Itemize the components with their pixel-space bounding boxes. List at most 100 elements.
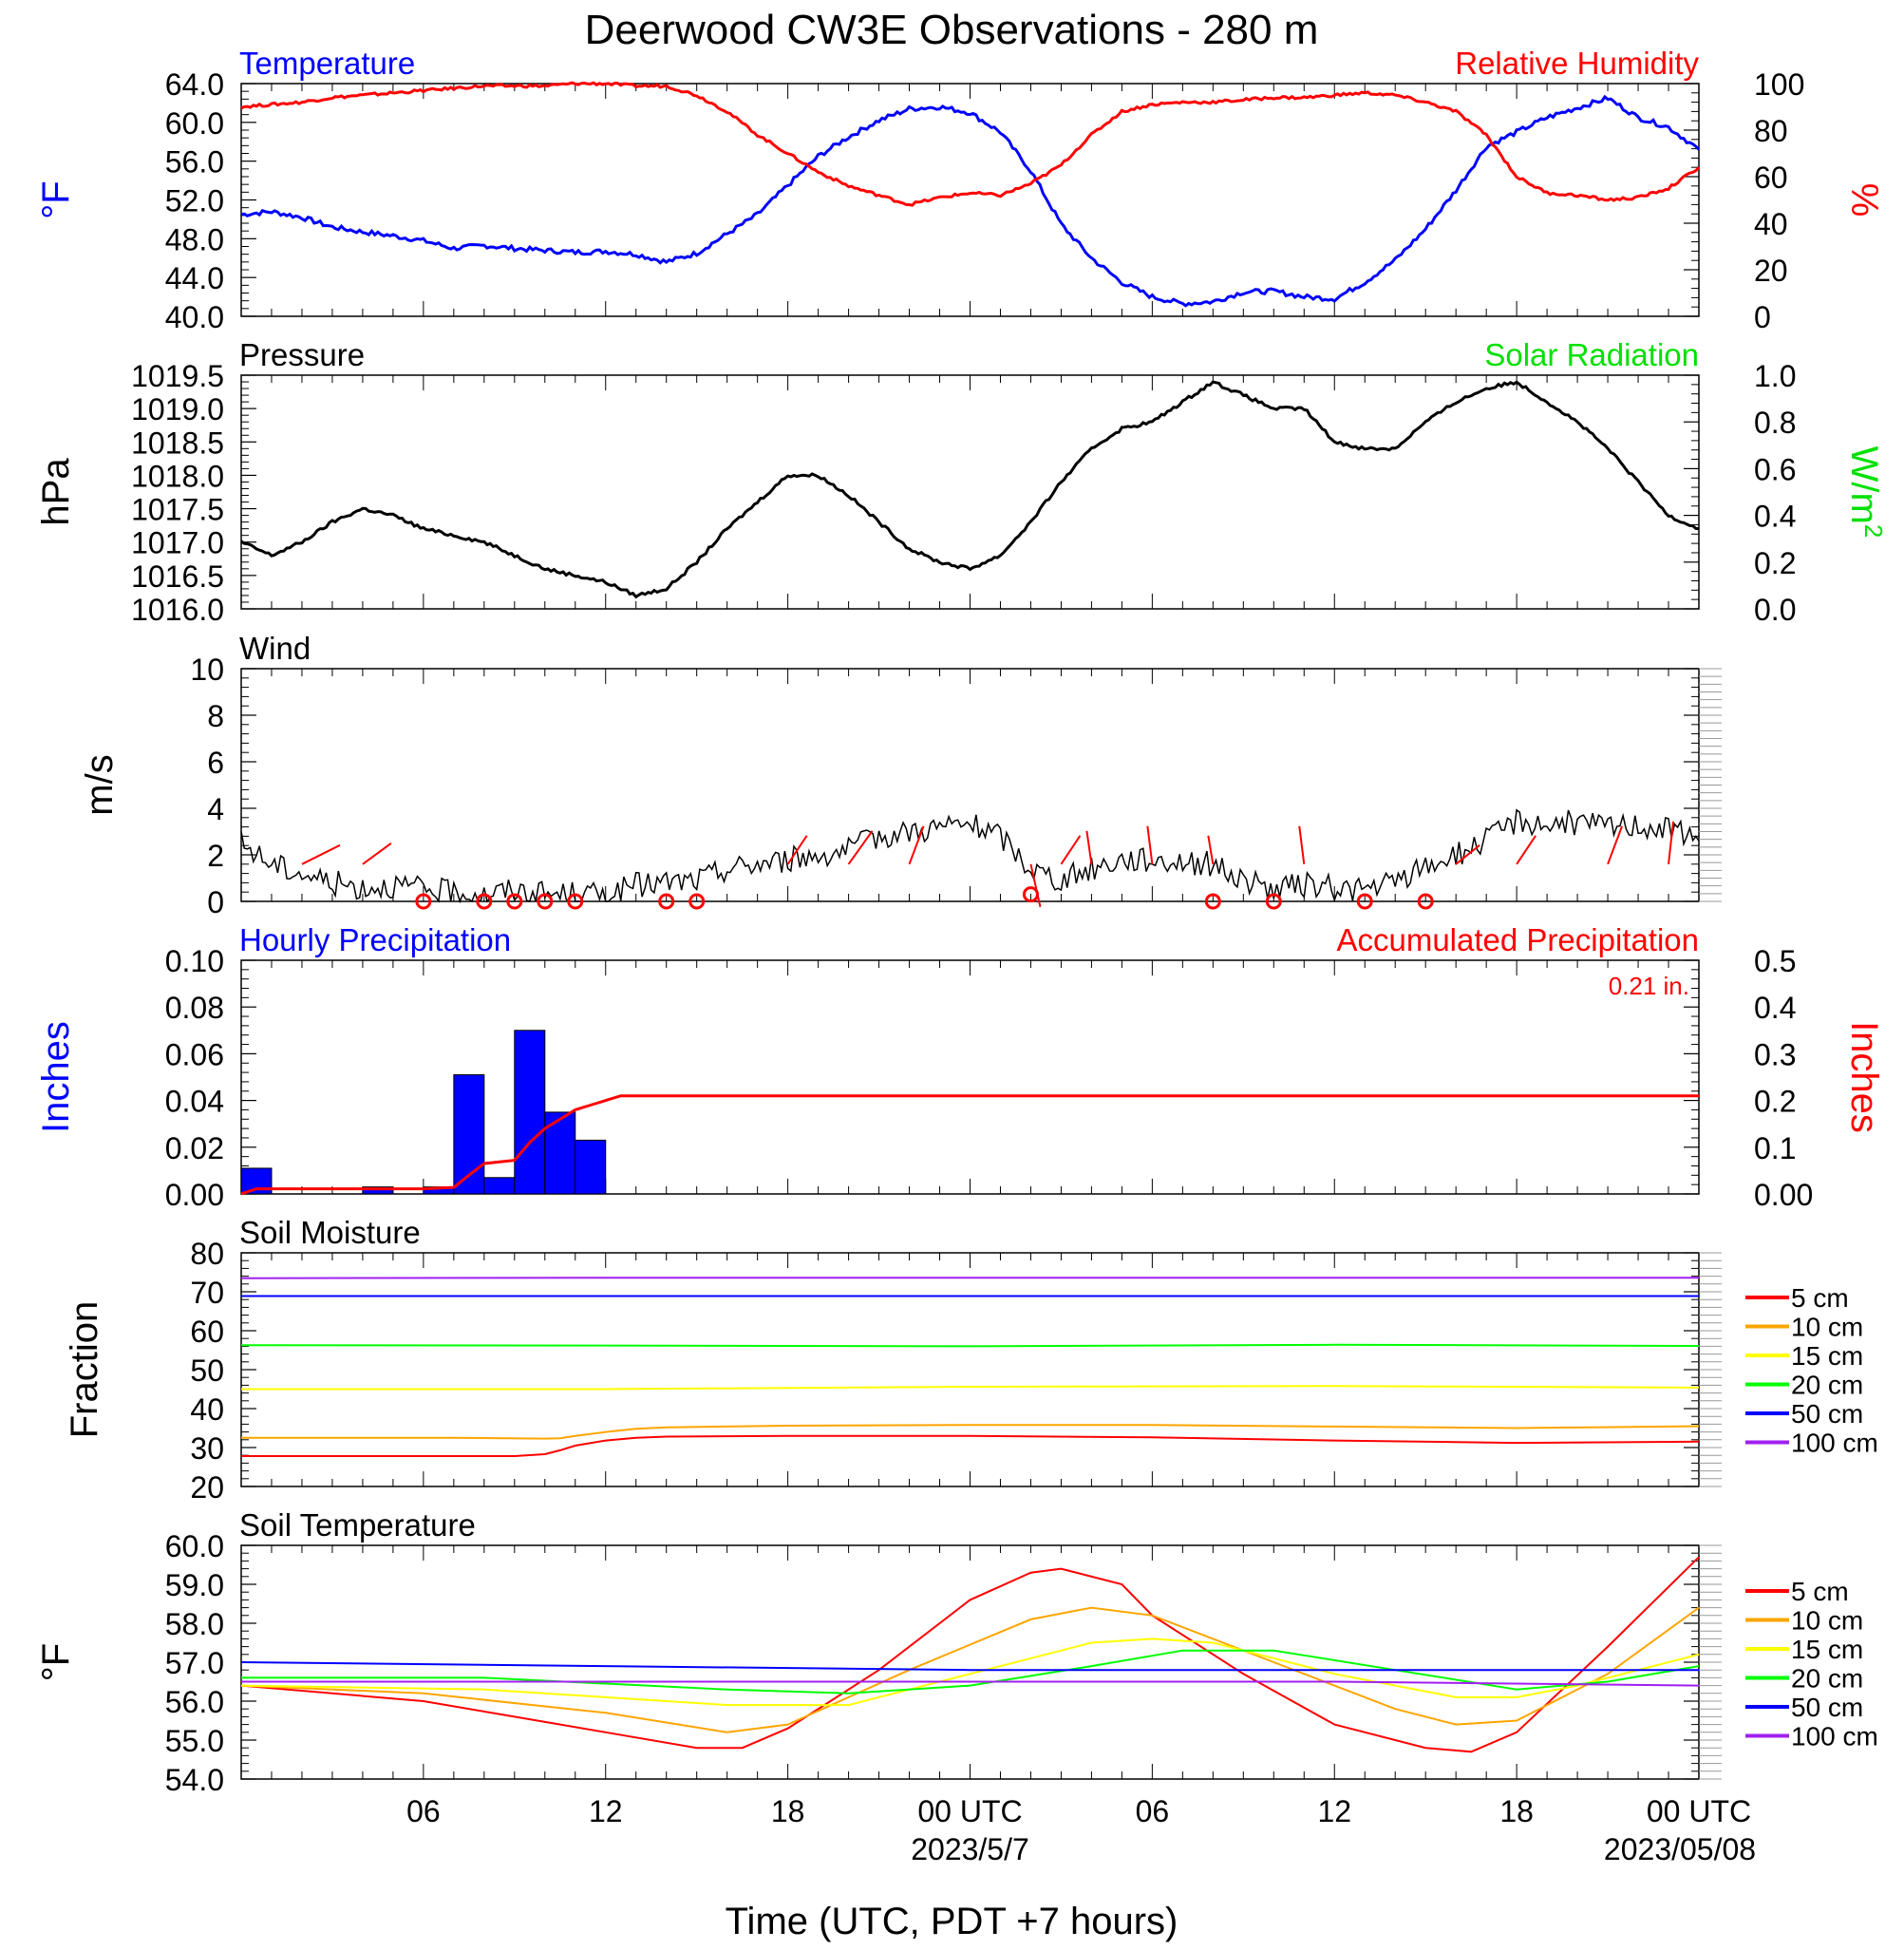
y-tick-label-left: 44.0	[165, 261, 224, 295]
precip-bar	[362, 1186, 394, 1195]
unit-superscript: 2	[1859, 524, 1888, 538]
legend-entry: 15 cm	[1745, 1635, 1863, 1664]
legend-entry: 20 cm	[1745, 1664, 1863, 1694]
legend-entry: 50 cm	[1745, 1693, 1863, 1722]
y-tick-label-left: 1017.5	[131, 493, 224, 527]
y-tick-label-left: 0.02	[165, 1131, 224, 1165]
calm-wind-marker	[476, 893, 493, 910]
series-line-wind-speed	[240, 808, 1700, 904]
series-line-accumulated-precipitation	[240, 1094, 1699, 1196]
legend-label: 15 cm	[1791, 1635, 1863, 1664]
legend-entry: 100 cm	[1745, 1429, 1878, 1458]
y-tick-label-left: 1018.0	[131, 459, 224, 493]
panel-title-left: Soil Temperature	[239, 1507, 476, 1543]
panel-title-left: Temperature	[239, 46, 415, 81]
y-tick-label-right: 0.2	[1754, 546, 1796, 580]
x-axis-label: Time (UTC, PDT +7 hours)	[726, 1901, 1178, 1942]
calm-wind-marker	[1356, 893, 1373, 910]
wind-barb	[1607, 825, 1623, 865]
plot-frame	[240, 374, 1700, 610]
panel-pressure-solar: 1016.01016.51017.01017.51018.01018.51019…	[35, 337, 1888, 627]
y-tick-label-right: 0.0	[1754, 593, 1796, 627]
series-line-relative-humidity	[240, 81, 1701, 207]
y-tick-label-right: 60	[1754, 161, 1788, 195]
precip-total-label: 0.21 in.	[1609, 972, 1689, 1000]
y-tick-label-right: 0.2	[1754, 1085, 1796, 1119]
wind-barb	[1085, 830, 1093, 864]
calm-wind-marker	[567, 893, 584, 910]
precip-bar	[575, 1139, 607, 1195]
x-tick-label: 12	[1317, 1794, 1351, 1828]
plot-frame	[240, 668, 1700, 902]
series-line-10-cm	[241, 1424, 1700, 1440]
wind-barb	[1060, 835, 1082, 865]
series-line-50-cm	[240, 1661, 1699, 1672]
x-tick-label: 00 UTC	[1647, 1794, 1751, 1828]
y-tick-label-left: 1016.5	[131, 559, 224, 594]
series-line-10-cm	[240, 1606, 1700, 1733]
wind-barb	[1668, 821, 1675, 864]
y-tick-label-left: 0.04	[165, 1085, 224, 1119]
series-line-15-cm	[241, 1385, 1700, 1391]
y-tick-label-left: 60.0	[165, 1529, 224, 1563]
y-axis-title-left: Inches	[35, 1021, 77, 1133]
panel-title-left: Wind	[239, 631, 311, 666]
y-tick-label-left: 52.0	[165, 184, 224, 218]
y-axis-title-right: %	[1843, 183, 1885, 218]
y-axis-title-left: m/s	[79, 754, 121, 815]
y-axis-title-left: Fraction	[64, 1301, 105, 1439]
legend-label: 100 cm	[1791, 1429, 1878, 1458]
panel-title-left: Pressure	[239, 337, 365, 372]
y-tick-label-left: 0.10	[165, 944, 224, 978]
y-tick-label-left: 58.0	[165, 1607, 224, 1641]
wind-barb	[362, 842, 392, 865]
series-line-5-cm	[241, 1434, 1700, 1457]
legend-label: 5 cm	[1791, 1283, 1849, 1313]
y-tick-label-left: 40	[190, 1392, 224, 1427]
x-tick-label: 06	[406, 1794, 441, 1828]
y-tick-label-right: 0.6	[1754, 452, 1796, 486]
panel-title-left: Hourly Precipitation	[239, 922, 511, 957]
legend-label: 50 cm	[1791, 1693, 1863, 1722]
y-tick-label-left: 56.0	[165, 1685, 224, 1719]
x-tick-label: 18	[771, 1794, 805, 1828]
y-axis-title-right: W/m2	[1843, 446, 1888, 539]
y-tick-label-right: 100	[1754, 67, 1804, 102]
x-tick-label: 06	[1136, 1794, 1170, 1828]
y-tick-label-right: 80	[1754, 114, 1788, 148]
series-line-20-cm	[241, 1649, 1700, 1694]
y-tick-label-left: 57.0	[165, 1646, 224, 1680]
legend-label: 20 cm	[1791, 1371, 1863, 1400]
wind-barb	[908, 825, 925, 865]
calm-wind-marker	[688, 893, 706, 910]
y-tick-label-left: 1016.0	[131, 593, 224, 627]
wind-barb	[1146, 825, 1154, 864]
legend-label: 15 cm	[1791, 1341, 1863, 1371]
legend-label: 10 cm	[1791, 1606, 1863, 1636]
precip-bar	[514, 1030, 546, 1195]
y-tick-label-left: 60.0	[165, 106, 224, 141]
plot-frame	[240, 1252, 1700, 1487]
wind-barb	[786, 835, 808, 865]
panel-precipitation: 0.00 0.02 0.04 0.06 0.08 0.10 0.00 0.1 0.2 0.3 0.4…	[35, 922, 1885, 1212]
wind-barb	[847, 830, 874, 865]
legend-label: 5 cm	[1791, 1577, 1849, 1606]
y-axis-title-left: hPa	[35, 458, 77, 526]
y-tick-label-left: 2	[207, 839, 224, 873]
calm-wind-marker	[1204, 893, 1221, 910]
y-axis-title-left: °F	[35, 1643, 77, 1681]
wind-barb	[1455, 844, 1480, 865]
precip-bar	[483, 1177, 516, 1195]
series-line-5-cm	[240, 1556, 1700, 1753]
panel-title-left: Soil Moisture	[239, 1215, 421, 1250]
panel-temperature-rh: 40.0 44.0 48.0 52.0 56.0 60.0 64.0 0 20 40 60 80 100…	[35, 46, 1885, 334]
y-tick-label-left: 1018.5	[131, 426, 224, 460]
y-tick-label-right: 0.4	[1754, 991, 1796, 1025]
y-tick-label-right: 0.5	[1754, 944, 1796, 978]
calm-wind-marker	[537, 893, 554, 910]
y-tick-label-left: 30	[190, 1431, 224, 1466]
legend-entry: 10 cm	[1745, 1313, 1863, 1342]
y-tick-label-left: 56.0	[165, 145, 224, 180]
